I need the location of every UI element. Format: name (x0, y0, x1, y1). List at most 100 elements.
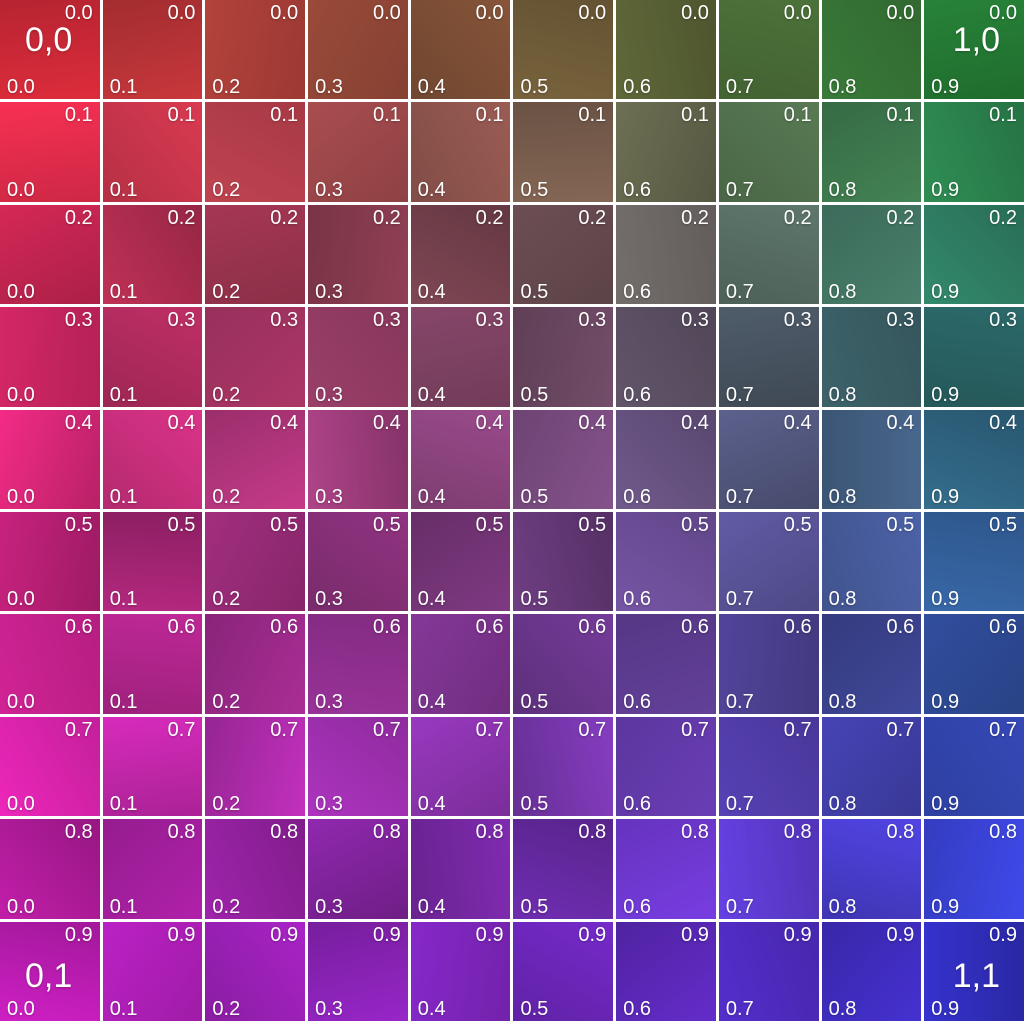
grid-cell[interactable]: 0.3 0.9 (924, 307, 1024, 407)
grid-cell[interactable]: 0.2 0.0 (0, 204, 100, 305)
grid-cell[interactable]: 0.9 0.2 (205, 921, 306, 1021)
grid-cell[interactable]: 0.0 0.5 (513, 0, 614, 100)
grid-cell[interactable]: 0.5 0.0 (0, 512, 100, 612)
grid-cell[interactable]: 0.2 0.5 (513, 204, 614, 305)
grid-cell[interactable]: 0.3 0.7 (718, 307, 819, 407)
grid-cell[interactable]: 0.5 0.1 (102, 512, 203, 612)
grid-cell[interactable]: 0.3 0.5 (513, 307, 614, 407)
grid-cell[interactable]: 0.9 0.1 (102, 921, 203, 1021)
grid-cell[interactable]: 0.3 0.0 (0, 307, 100, 407)
grid-cell[interactable]: 0.5 0.7 (718, 512, 819, 612)
grid-cell[interactable]: 0.0 0.9 1,0 (924, 0, 1024, 100)
grid-cell[interactable]: 0.4 0.1 (102, 409, 203, 509)
grid-cell[interactable]: 0.7 0.4 (410, 716, 511, 817)
grid-cell[interactable]: 0.8 0.9 (924, 819, 1024, 919)
grid-cell[interactable]: 0.8 0.2 (205, 819, 306, 919)
grid-cell[interactable]: 0.4 0.8 (821, 409, 922, 509)
grid-cell[interactable]: 0.8 0.0 (0, 819, 100, 919)
grid-cell[interactable]: 0.1 0.2 (205, 102, 306, 202)
grid-cell[interactable]: 0.6 0.2 (205, 614, 306, 714)
grid-cell[interactable]: 0.3 0.6 (616, 307, 716, 407)
grid-cell[interactable]: 0.8 0.4 (410, 819, 511, 919)
grid-cell[interactable]: 0.5 0.6 (616, 512, 716, 612)
grid-cell[interactable]: 0.1 0.7 (718, 102, 819, 202)
grid-cell[interactable]: 0.6 0.0 (0, 614, 100, 714)
grid-cell[interactable]: 0.1 0.3 (308, 102, 408, 202)
grid-cell[interactable]: 0.4 0.3 (308, 409, 408, 509)
grid-cell[interactable]: 0.6 0.5 (513, 614, 614, 714)
grid-cell[interactable]: 0.1 0.5 (513, 102, 614, 202)
grid-cell[interactable]: 0.2 0.8 (821, 204, 922, 305)
grid-cell[interactable]: 0.2 0.6 (616, 204, 716, 305)
grid-cell[interactable]: 0.0 0.7 (718, 0, 819, 100)
grid-cell[interactable]: 0.7 0.1 (102, 716, 203, 817)
grid-cell[interactable]: 0.8 0.7 (718, 819, 819, 919)
grid-cell[interactable]: 0.1 0.6 (616, 102, 716, 202)
grid-cell[interactable]: 0.0 0.0 0,0 (0, 0, 100, 100)
grid-cell[interactable]: 0.9 0.8 (821, 921, 922, 1021)
grid-cell[interactable]: 0.8 0.8 (821, 819, 922, 919)
grid-cell[interactable]: 0.1 0.1 (102, 102, 203, 202)
grid-cell[interactable]: 0.9 0.4 (410, 921, 511, 1021)
grid-cell[interactable]: 0.6 0.7 (718, 614, 819, 714)
grid-cell[interactable]: 0.3 0.2 (205, 307, 306, 407)
grid-cell[interactable]: 0.0 0.3 (308, 0, 408, 100)
grid-cell[interactable]: 0.0 0.8 (821, 0, 922, 100)
grid-cell[interactable]: 0.2 0.7 (718, 204, 819, 305)
grid-cell[interactable]: 0.5 0.8 (821, 512, 922, 612)
grid-cell[interactable]: 0.4 0.0 (0, 409, 100, 509)
grid-cell[interactable]: 0.5 0.9 (924, 512, 1024, 612)
grid-cell[interactable]: 0.4 0.9 (924, 409, 1024, 509)
grid-cell[interactable]: 0.1 0.0 (0, 102, 100, 202)
grid-cell[interactable]: 0.5 0.3 (308, 512, 408, 612)
grid-cell[interactable]: 0.0 0.1 (102, 0, 203, 100)
grid-cell[interactable]: 0.4 0.7 (718, 409, 819, 509)
grid-cell[interactable]: 0.7 0.6 (616, 716, 716, 817)
grid-cell[interactable]: 0.4 0.4 (410, 409, 511, 509)
grid-cell[interactable]: 0.9 0.6 (616, 921, 716, 1021)
grid-cell[interactable]: 0.6 0.8 (821, 614, 922, 714)
grid-cell[interactable]: 0.0 0.4 (410, 0, 511, 100)
grid-cell[interactable]: 0.2 0.2 (205, 204, 306, 305)
grid-cell[interactable]: 0.5 0.2 (205, 512, 306, 612)
grid-cell[interactable]: 0.7 0.8 (821, 716, 922, 817)
grid-cell[interactable]: 0.9 0.7 (718, 921, 819, 1021)
grid-cell[interactable]: 0.6 0.9 (924, 614, 1024, 714)
grid-cell[interactable]: 0.9 0.5 (513, 921, 614, 1021)
grid-cell[interactable]: 0.3 0.3 (308, 307, 408, 407)
grid-cell[interactable]: 0.7 0.9 (924, 716, 1024, 817)
grid-cell[interactable]: 0.7 0.0 (0, 716, 100, 817)
grid-cell[interactable]: 0.2 0.3 (308, 204, 408, 305)
grid-cell[interactable]: 0.9 0.0 0,1 (0, 921, 100, 1021)
grid-cell[interactable]: 0.8 0.3 (308, 819, 408, 919)
grid-cell[interactable]: 0.2 0.4 (410, 204, 511, 305)
grid-cell[interactable]: 0.2 0.9 (924, 204, 1024, 305)
grid-cell[interactable]: 0.0 0.2 (205, 0, 306, 100)
grid-cell[interactable]: 0.0 0.6 (616, 0, 716, 100)
grid-cell[interactable]: 0.9 0.9 1,1 (924, 921, 1024, 1021)
grid-cell[interactable]: 0.7 0.5 (513, 716, 614, 817)
grid-cell[interactable]: 0.3 0.1 (102, 307, 203, 407)
grid-cell[interactable]: 0.6 0.3 (308, 614, 408, 714)
grid-cell[interactable]: 0.8 0.5 (513, 819, 614, 919)
grid-cell[interactable]: 0.6 0.1 (102, 614, 203, 714)
grid-cell[interactable]: 0.9 0.3 (308, 921, 408, 1021)
grid-cell[interactable]: 0.6 0.6 (616, 614, 716, 714)
grid-cell[interactable]: 0.4 0.5 (513, 409, 614, 509)
grid-cell[interactable]: 0.1 0.9 (924, 102, 1024, 202)
grid-cell[interactable]: 0.1 0.8 (821, 102, 922, 202)
grid-cell[interactable]: 0.3 0.8 (821, 307, 922, 407)
grid-cell[interactable]: 0.7 0.3 (308, 716, 408, 817)
grid-cell[interactable]: 0.4 0.2 (205, 409, 306, 509)
grid-cell[interactable]: 0.2 0.1 (102, 204, 203, 305)
grid-cell[interactable]: 0.3 0.4 (410, 307, 511, 407)
grid-cell[interactable]: 0.1 0.4 (410, 102, 511, 202)
grid-cell[interactable]: 0.7 0.7 (718, 716, 819, 817)
grid-cell[interactable]: 0.5 0.5 (513, 512, 614, 612)
grid-cell[interactable]: 0.8 0.1 (102, 819, 203, 919)
grid-cell[interactable]: 0.4 0.6 (616, 409, 716, 509)
grid-cell[interactable]: 0.6 0.4 (410, 614, 511, 714)
grid-cell[interactable]: 0.5 0.4 (410, 512, 511, 612)
grid-cell[interactable]: 0.8 0.6 (616, 819, 716, 919)
grid-cell[interactable]: 0.7 0.2 (205, 716, 306, 817)
